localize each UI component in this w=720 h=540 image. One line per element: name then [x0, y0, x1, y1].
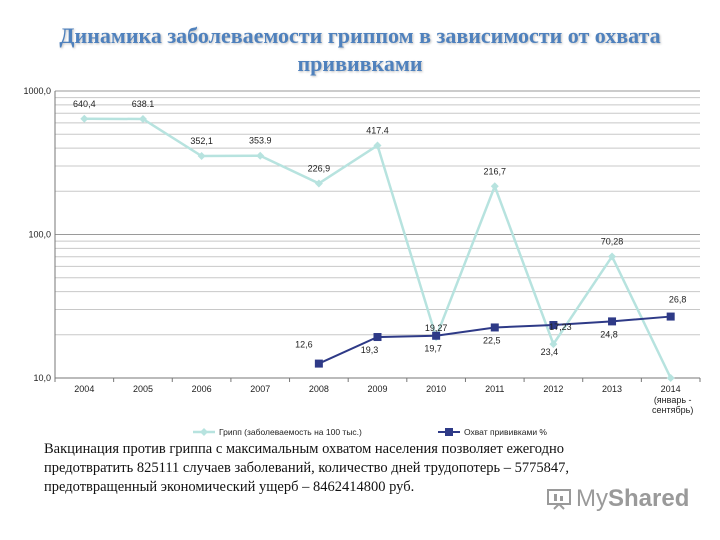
y-tick-label: 1000,0 — [23, 86, 51, 96]
caption-text: Вакцинация против гриппа с максимальным … — [44, 441, 570, 495]
data-label: 19,27 — [425, 323, 448, 333]
myshared-logo: My Shared — [546, 484, 689, 514]
data-point — [490, 182, 499, 191]
page-title: Динамика заболеваемости гриппом в зависи… — [59, 23, 661, 76]
logo-text-shared: Shared — [608, 485, 690, 512]
x-tick-label: 2014 — [661, 384, 681, 394]
data-point — [138, 114, 147, 123]
data-point — [373, 141, 382, 150]
data-label: 17,23 — [549, 322, 572, 332]
data-label: 640,4 — [73, 99, 96, 109]
chart-axes: 10,0 100,0 1000,0 2004 2005 2006 2007 2008 2009 2… — [23, 86, 701, 415]
y-tick-label: 10,0 — [33, 373, 51, 383]
data-label: 70,28 — [601, 236, 624, 246]
data-label: 226,9 — [308, 163, 331, 173]
data-point — [608, 317, 617, 326]
x-tick-label: 2008 — [309, 384, 329, 394]
x-tick-label: 2006 — [192, 384, 212, 394]
y-tick-label: 100,0 — [28, 230, 51, 240]
data-point — [549, 321, 558, 330]
data-point — [80, 114, 89, 123]
data-label: 12,6 — [295, 340, 313, 350]
data-point — [490, 323, 499, 332]
data-point — [197, 152, 206, 161]
data-label: 638.1 — [132, 99, 155, 109]
chart-legend: Грипп (заболеваемость на 100 тыс.) Охват … — [193, 427, 547, 437]
data-point — [666, 374, 675, 382]
x-tick-label: 2005 — [133, 384, 153, 394]
data-label: 19,7 — [424, 344, 442, 354]
data-point — [256, 151, 265, 160]
data-label: 19,3 — [361, 345, 379, 355]
data-label: 23,4 — [541, 347, 559, 357]
x-tick-label: 2013 — [602, 384, 622, 394]
data-point — [608, 252, 617, 261]
chart-grid — [55, 90, 700, 379]
x-tick-label: 2012 — [543, 384, 563, 394]
legend-label: Грипп (заболеваемость на 100 тыс.) — [219, 427, 362, 437]
x-tick-label: 2010 — [426, 384, 446, 394]
legend-label: Охват прививками % — [464, 427, 547, 437]
data-point — [666, 312, 675, 321]
data-point — [314, 359, 323, 368]
data-label: 352,1 — [190, 136, 213, 146]
data-label: 24,8 — [600, 329, 618, 339]
logo-text-my: My — [576, 485, 608, 512]
x-tick-label: 2004 — [74, 384, 94, 394]
data-point — [432, 331, 441, 340]
data-label: 22,5 — [483, 335, 501, 345]
data-label: 216,7 — [484, 166, 507, 176]
x-tick-label: 2007 — [250, 384, 270, 394]
x-tick-sublabel: (январь - — [654, 395, 692, 405]
data-point — [373, 333, 382, 342]
data-label: 26,8 — [669, 295, 687, 305]
legend-marker — [445, 428, 453, 436]
data-point — [549, 340, 558, 349]
data-point — [314, 179, 323, 188]
chart-data-labels: 640,4 638.1 352,1 353.9 226,9 417.4 19,27 216,7… — [73, 99, 686, 357]
legend-marker — [200, 428, 208, 436]
x-tick-sublabel: сентябрь) — [652, 405, 693, 415]
chart-series — [80, 114, 675, 382]
data-label: 353.9 — [249, 136, 272, 146]
x-tick-label: 2009 — [367, 384, 387, 394]
x-tick-label: 2011 — [485, 384, 504, 394]
presentation-icon — [547, 489, 571, 510]
data-label: 417.4 — [366, 125, 389, 135]
